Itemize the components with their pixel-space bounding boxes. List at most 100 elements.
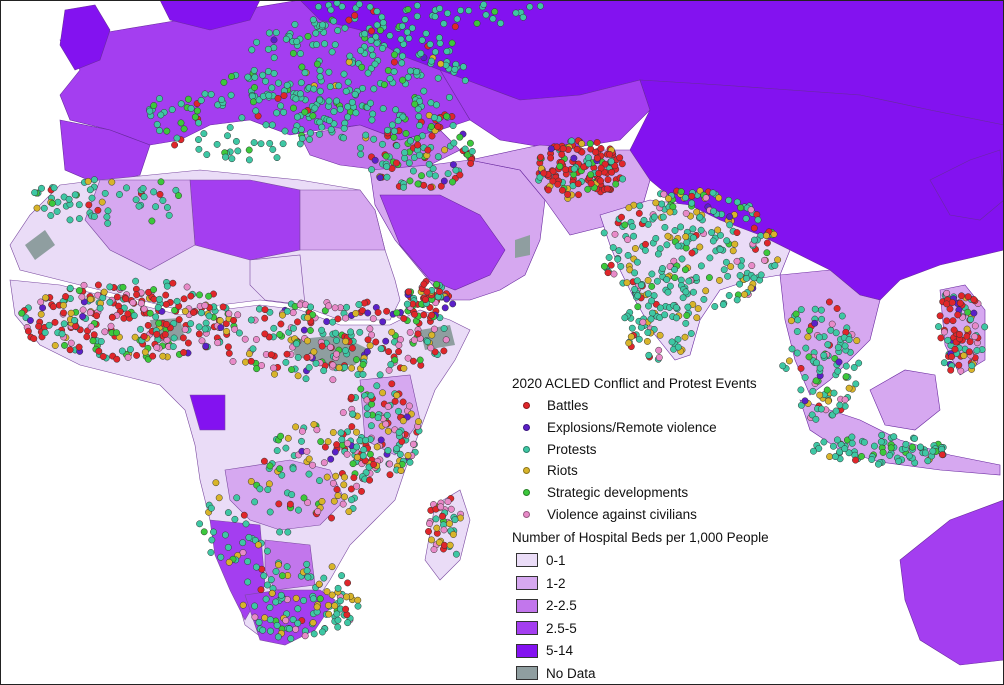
swatch-icon [516, 643, 538, 658]
event-marker [612, 180, 620, 188]
event-marker [427, 183, 435, 191]
event-marker [674, 335, 682, 343]
event-marker [750, 224, 758, 232]
event-marker [283, 350, 291, 358]
event-marker [838, 312, 846, 320]
event-marker [266, 139, 274, 147]
event-marker [644, 276, 652, 284]
event-marker [270, 36, 278, 44]
event-marker [213, 140, 221, 148]
event-marker [248, 92, 256, 100]
event-marker [339, 500, 347, 508]
event-marker [607, 158, 615, 165]
event-marker [648, 270, 656, 278]
event-marker [393, 309, 401, 317]
event-marker [344, 78, 352, 86]
event-marker [443, 47, 451, 55]
event-marker [331, 602, 339, 610]
event-marker [451, 23, 459, 31]
event-marker [386, 471, 394, 479]
event-marker [215, 494, 223, 502]
event-marker [631, 245, 639, 252]
event-marker [689, 225, 697, 233]
event-marker [195, 330, 203, 338]
event-marker [252, 107, 260, 115]
event-marker [647, 315, 655, 323]
event-marker [414, 105, 422, 113]
event-marker [652, 234, 660, 242]
event-marker [244, 73, 252, 81]
event-marker [656, 331, 664, 339]
event-marker [660, 190, 668, 198]
event-marker [309, 461, 317, 469]
event-marker [60, 301, 67, 309]
event-marker [825, 298, 833, 306]
event-marker [963, 332, 971, 340]
event-marker [329, 429, 337, 436]
event-marker [642, 240, 649, 248]
event-marker [333, 610, 341, 618]
event-marker [682, 288, 690, 296]
event-marker [156, 95, 163, 103]
event-marker [318, 497, 326, 505]
event-marker [497, 19, 505, 27]
event-marker [89, 337, 97, 345]
event-marker [250, 139, 258, 147]
event-marker [163, 127, 171, 135]
event-marker [547, 154, 555, 162]
event-marker [79, 306, 87, 314]
event-marker [338, 436, 346, 443]
event-marker [67, 339, 75, 347]
event-marker [408, 24, 416, 32]
event-marker [757, 271, 765, 279]
event-marker [664, 288, 672, 296]
event-marker [200, 130, 208, 138]
event-marker [149, 352, 157, 360]
event-marker [390, 58, 398, 66]
event-marker [141, 348, 149, 356]
event-marker [333, 486, 341, 493]
event-marker [301, 632, 309, 640]
event-marker [639, 318, 647, 326]
event-marker [333, 350, 340, 358]
event-marker [656, 304, 664, 312]
event-marker [312, 29, 320, 37]
event-marker [262, 595, 270, 603]
event-marker [333, 0, 341, 7]
event-marker [325, 68, 333, 76]
event-marker [693, 208, 701, 216]
event-marker [688, 199, 696, 207]
event-marker [239, 601, 247, 609]
event-marker [370, 135, 378, 143]
event-marker [388, 328, 396, 336]
event-marker [162, 291, 170, 299]
event-marker [792, 310, 800, 318]
region-australia [899, 499, 1004, 666]
event-marker [681, 266, 689, 274]
event-marker [320, 459, 328, 467]
event-marker [634, 292, 642, 300]
event-marker [300, 494, 308, 502]
event-marker [179, 334, 187, 342]
event-marker [619, 175, 627, 183]
event-marker [437, 503, 445, 511]
event-marker [692, 274, 700, 281]
event-marker [72, 322, 80, 330]
event-marker [754, 216, 762, 224]
event-marker [314, 508, 322, 515]
legend-item-violence: Violence against civilians [512, 503, 792, 525]
event-marker [895, 457, 903, 465]
event-marker [195, 323, 203, 331]
event-marker [341, 24, 349, 32]
event-marker [326, 83, 334, 91]
event-marker [705, 274, 713, 282]
region-algeria [84, 179, 196, 271]
event-marker [79, 312, 87, 320]
event-marker [196, 291, 203, 299]
event-marker [963, 325, 971, 333]
event-marker [820, 438, 828, 446]
event-marker [921, 449, 929, 457]
event-marker [298, 63, 306, 71]
event-marker [247, 357, 255, 365]
event-marker [334, 584, 342, 592]
